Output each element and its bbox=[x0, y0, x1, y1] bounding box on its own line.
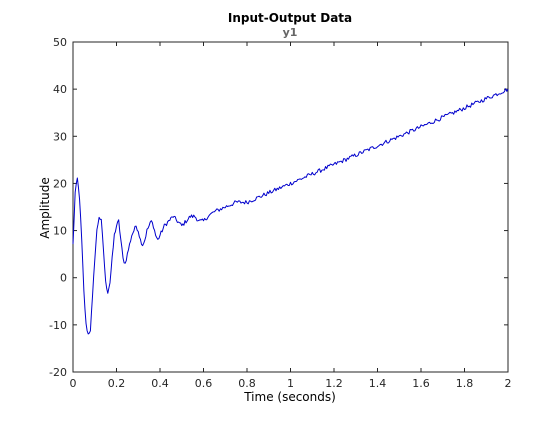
x-tick-label: 2 bbox=[505, 377, 512, 390]
x-tick-label: 1.6 bbox=[412, 377, 430, 390]
y-tick-label: 40 bbox=[53, 83, 67, 96]
series-layer bbox=[72, 88, 509, 335]
chart-title: Input-Output Data bbox=[228, 11, 352, 25]
y-tick-label: 20 bbox=[53, 177, 67, 190]
chart-subtitle: y1 bbox=[283, 26, 298, 39]
x-tick-label: 1 bbox=[287, 377, 294, 390]
x-tick-label: 0.6 bbox=[195, 377, 213, 390]
x-tick-label: 0.2 bbox=[108, 377, 126, 390]
x-tick-label: 1.2 bbox=[325, 377, 343, 390]
x-axis: 0 0.2 0.4 0.6 0.8 1 1.2 1.4 1.6 1.8 2 bbox=[70, 42, 512, 390]
y-tick-label: 30 bbox=[53, 130, 67, 143]
x-tick-label: 1.4 bbox=[369, 377, 387, 390]
y-tick-label: -10 bbox=[49, 319, 67, 332]
x-tick-label: 0.8 bbox=[238, 377, 256, 390]
series-line-y1 bbox=[72, 88, 509, 335]
plot-area bbox=[72, 41, 509, 373]
x-tick-label: 0 bbox=[70, 377, 77, 390]
y-axis: -20 -10 0 10 20 30 40 50 bbox=[49, 36, 508, 379]
y-tick-label: 10 bbox=[53, 225, 67, 238]
x-tick-label: 1.8 bbox=[456, 377, 474, 390]
y-axis-label: Amplitude bbox=[38, 177, 52, 239]
y-tick-label: 50 bbox=[53, 36, 67, 49]
y-tick-label: 0 bbox=[60, 272, 67, 285]
x-axis-label: Time (seconds) bbox=[243, 390, 336, 404]
x-tick-label: 0.4 bbox=[151, 377, 169, 390]
y-tick-label: -20 bbox=[49, 366, 67, 379]
